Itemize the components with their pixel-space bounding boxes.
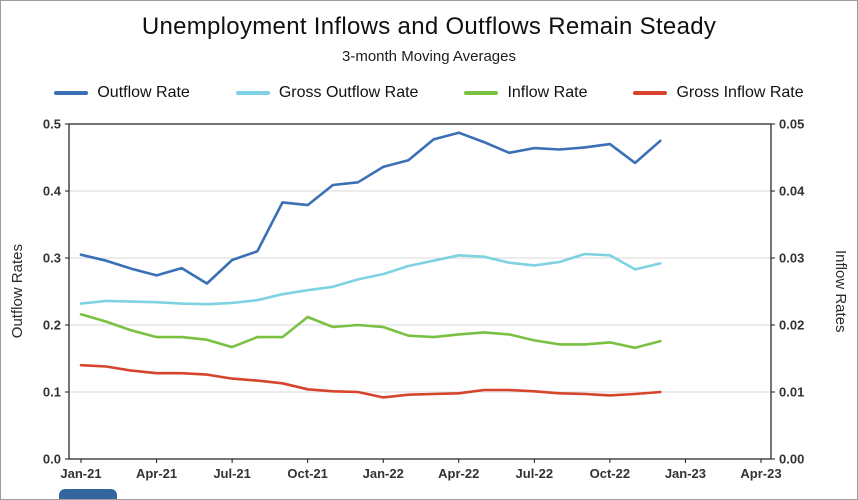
plot-border: [68, 123, 772, 460]
series-line-inflow-rate: [79, 312, 662, 350]
legend-item-inflow-rate: Inflow Rate: [464, 84, 587, 102]
x-tick-label: Jul-21: [213, 466, 251, 481]
right-axis-title-text: Inflow Rates: [832, 250, 849, 333]
x-tick-label: Jan-21: [60, 466, 101, 481]
x-tick-label: Oct-22: [590, 466, 630, 481]
x-tick-label: Oct-21: [287, 466, 327, 481]
right-tick-label: 0.04: [779, 184, 805, 199]
x-tick-label: Apr-21: [136, 466, 177, 481]
series-line-gross-inflow-rate: [79, 363, 662, 399]
chart-title: Unemployment Inflows and Outflows Remain…: [141, 13, 717, 40]
legend-line-swatch-inflow-rate: [464, 91, 499, 95]
chart-subtitle: 3-month Moving Averages: [342, 48, 516, 65]
series-line-gross-outflow-rate: [79, 252, 662, 306]
legend-line-swatch-gross-inflow-rate: [633, 91, 668, 95]
right-tick-label: 0.00: [779, 452, 804, 467]
legend-line-swatch-gross-outflow-rate: [235, 91, 270, 95]
left-tick-label: 0.2: [43, 318, 61, 333]
legend-item-outflow-rate: Outflow Rate: [54, 84, 190, 102]
left-tick-label: 0.5: [43, 117, 61, 132]
chart-legend: Outflow Rate Gross Outflow Rate Inflow Rat…: [1, 84, 857, 102]
series-line-outflow-rate: [79, 131, 662, 285]
left-tick-label: 0.3: [43, 251, 61, 266]
x-tick-label: Apr-23: [740, 466, 781, 481]
right-tick-label: 0.05: [779, 117, 804, 132]
legend-label-inflow-rate: Inflow Rate: [507, 84, 588, 101]
left-tick-label: 0.0: [43, 452, 61, 467]
legend-label-outflow-rate: Outflow Rate: [97, 84, 190, 101]
x-tick-label: Jul-22: [516, 466, 554, 481]
x-tick-label: Jan-23: [665, 466, 706, 481]
legend-item-gross-inflow-rate: Gross Inflow Rate: [633, 84, 804, 102]
left-tick-label: 0.4: [43, 184, 62, 199]
x-tick-label: Jan-22: [363, 466, 404, 481]
legend-item-gross-outflow-rate: Gross Outflow Rate: [235, 84, 419, 102]
legend-label-gross-inflow-rate: Gross Inflow Rate: [676, 84, 804, 101]
x-tick-label: Apr-22: [438, 466, 479, 481]
right-axis-title: Inflow Rates: [832, 124, 849, 459]
left-tick-label: 0.1: [43, 385, 61, 400]
right-tick-label: 0.02: [779, 318, 804, 333]
right-tick-label: 0.03: [779, 251, 804, 266]
bottom-left-logo-fragment: [59, 489, 117, 499]
legend-line-swatch-outflow-rate: [54, 91, 89, 95]
legend-label-gross-outflow-rate: Gross Outflow Rate: [278, 84, 419, 101]
right-tick-label: 0.01: [779, 385, 804, 400]
